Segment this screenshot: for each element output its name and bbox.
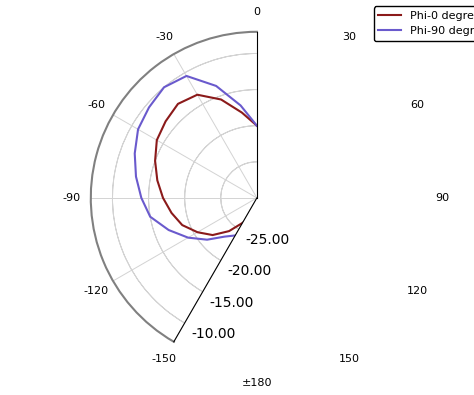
Phi-90 degree — [268, 233, 273, 238]
Phi-90 degree — [287, 234, 292, 239]
Phi-0 degree — [218, 97, 224, 102]
Phi-0 degree — [356, 158, 362, 163]
Phi-0 degree — [339, 211, 345, 215]
Phi-0 degree — [179, 223, 185, 228]
Phi-90 degree — [138, 196, 144, 200]
Phi-0 degree — [328, 223, 334, 228]
Phi-0 degree — [175, 102, 181, 106]
Phi-90 degree — [254, 123, 260, 128]
Phi-0 degree — [333, 102, 338, 106]
Phi-0 degree — [268, 220, 274, 225]
Phi-90 degree — [295, 84, 301, 88]
Phi-0 degree — [254, 123, 260, 128]
Phi-90 degree — [133, 174, 139, 179]
Phi-90 degree — [347, 85, 353, 90]
Phi-90 degree — [370, 196, 375, 200]
Phi-0 degree — [258, 217, 264, 222]
Phi-0 degree — [226, 229, 232, 233]
Phi-0 degree — [354, 178, 359, 183]
Phi-90 degree — [304, 237, 310, 242]
Phi-90 degree — [276, 233, 282, 238]
Phi-0 degree — [210, 233, 216, 237]
Phi-0 degree — [282, 229, 288, 233]
Line: Phi-90 degree: Phi-90 degree — [135, 76, 379, 240]
Phi-0 degree — [239, 110, 245, 115]
Phi-90 degree — [161, 85, 167, 90]
Phi-0 degree — [155, 178, 160, 183]
Phi-0 degree — [354, 138, 360, 143]
Phi-90 degree — [238, 103, 244, 108]
Phi-90 degree — [132, 151, 137, 156]
Line: Phi-0 degree: Phi-0 degree — [155, 95, 359, 235]
Phi-90 degree — [213, 84, 219, 88]
Phi-0 degree — [314, 92, 319, 97]
Phi-90 degree — [185, 235, 191, 240]
Phi-90 degree — [254, 235, 260, 240]
Phi-90 degree — [232, 233, 238, 238]
Phi-0 degree — [250, 217, 256, 222]
Phi-0 degree — [254, 217, 260, 222]
Phi-90 degree — [362, 105, 368, 110]
Phi-90 degree — [261, 235, 267, 239]
Phi-90 degree — [373, 127, 379, 132]
Phi-90 degree — [240, 233, 246, 238]
Phi-90 degree — [204, 237, 210, 242]
Phi-90 degree — [375, 174, 381, 179]
Phi-0 degree — [195, 230, 201, 235]
Phi-0 degree — [254, 123, 260, 128]
Phi-0 degree — [154, 138, 160, 143]
Phi-0 degree — [152, 158, 158, 163]
Phi-90 degree — [325, 73, 330, 78]
Phi-90 degree — [166, 228, 172, 232]
Phi-0 degree — [160, 196, 166, 200]
Phi-0 degree — [169, 211, 174, 215]
Phi-0 degree — [290, 97, 296, 102]
Phi-90 degree — [254, 123, 260, 128]
Phi-90 degree — [361, 214, 366, 219]
Phi-90 degree — [135, 127, 141, 132]
Phi-0 degree — [239, 220, 245, 225]
Phi-0 degree — [163, 119, 168, 124]
Phi-90 degree — [323, 235, 328, 240]
Phi-90 degree — [376, 151, 382, 156]
Phi-90 degree — [183, 73, 189, 78]
Phi-0 degree — [298, 233, 304, 237]
Phi-90 degree — [221, 234, 227, 239]
Phi-0 degree — [262, 216, 267, 221]
Phi-90 degree — [270, 103, 276, 108]
Phi-0 degree — [194, 92, 200, 97]
Phi-0 degree — [269, 110, 275, 115]
Phi-0 degree — [346, 119, 351, 124]
Phi-0 degree — [348, 196, 354, 200]
Phi-0 degree — [246, 216, 252, 221]
Phi-90 degree — [342, 228, 348, 232]
Phi-90 degree — [247, 235, 253, 239]
Legend: Phi-0 degree, Phi-90 degree: Phi-0 degree, Phi-90 degree — [374, 6, 474, 41]
Phi-90 degree — [147, 214, 153, 219]
Phi-90 degree — [146, 105, 152, 110]
Phi-0 degree — [313, 230, 319, 235]
